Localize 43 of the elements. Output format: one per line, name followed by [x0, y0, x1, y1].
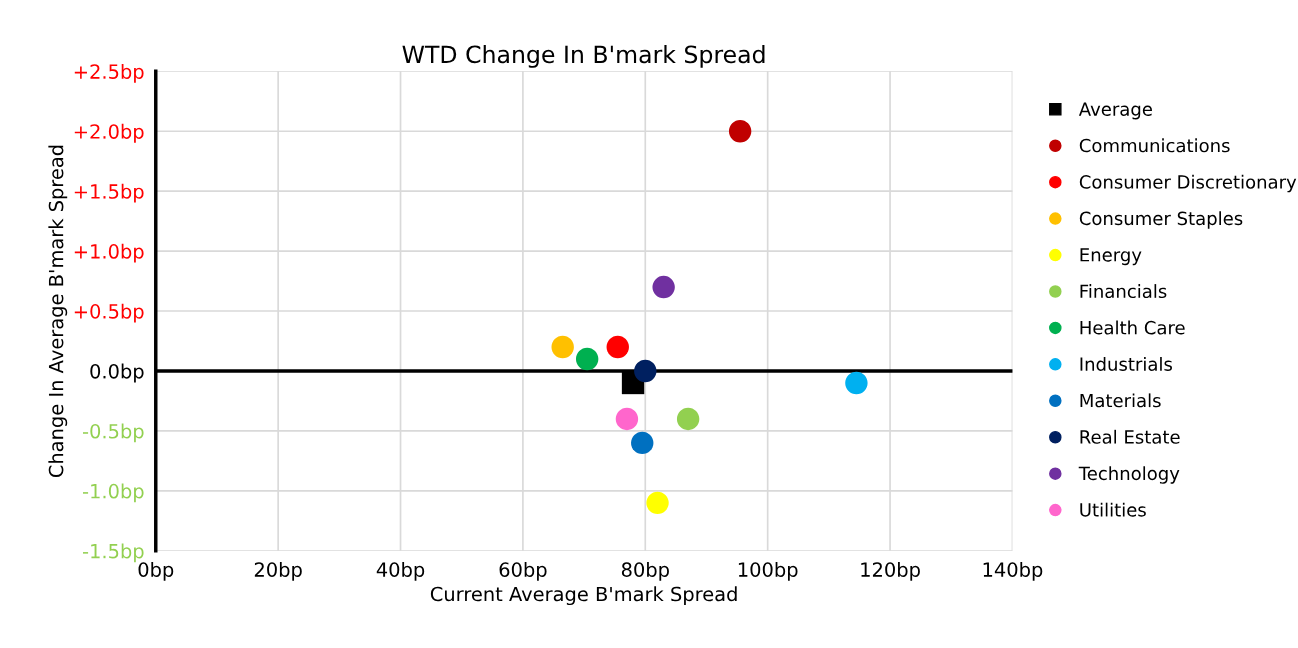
legend-label: Financials	[1080, 284, 1167, 299]
legend-label: Energy	[1080, 248, 1142, 266]
y-tick-label: -1.0bp	[82, 483, 144, 503]
point	[606, 335, 629, 359]
x-tick-label: 120bp	[861, 561, 920, 581]
y-tick-label: 0.0bp	[90, 363, 144, 383]
point	[676, 407, 700, 431]
x-tick-label: 20bp	[254, 561, 302, 581]
legend-label: Health Care	[1080, 320, 1185, 335]
x-tick-label: 140bp	[983, 561, 1043, 581]
point	[634, 359, 657, 383]
y-tick-label: +1.5bp	[74, 183, 144, 203]
point	[728, 120, 752, 143]
y-tick-label: +1.0bp	[74, 243, 144, 263]
legend-label: Communications	[1079, 138, 1230, 153]
x-tick-label: 100bp	[738, 561, 798, 581]
legend-label: Industrials	[1080, 356, 1172, 371]
legend-label: Consumer Staples	[1079, 211, 1243, 229]
point	[575, 347, 599, 371]
y-tick-label: -1.5bp	[82, 543, 144, 563]
legend-label: Real Estate	[1080, 429, 1180, 444]
legend-label: Materials	[1080, 393, 1161, 408]
point	[615, 407, 639, 431]
x-tick-label: 60bp	[499, 561, 547, 581]
point	[652, 275, 675, 299]
point	[646, 491, 669, 515]
legend-label: Utilities	[1080, 502, 1146, 517]
x-tick-label: 80bp	[621, 561, 669, 581]
y-axis-title: Change In Average B'mark Spread	[48, 145, 68, 478]
chart-title: WTD Change In B'mark Spread	[402, 45, 765, 68]
y-tick-label: +2.0bp	[74, 123, 144, 143]
point	[551, 335, 574, 359]
x-tick-label: 0bp	[138, 561, 174, 581]
point	[631, 431, 654, 455]
x-axis-title: Current Average B'mark Spread	[430, 586, 737, 606]
y-tick-label: +0.5bp	[74, 303, 144, 323]
x-tick-label: 40bp	[376, 561, 425, 581]
legend-label: Consumer Discretionary	[1079, 174, 1297, 193]
legend-label: Technology	[1078, 466, 1180, 484]
point	[845, 371, 868, 395]
y-tick-label: -0.5bp	[82, 423, 144, 443]
legend-label: Average	[1078, 102, 1152, 120]
y-tick-label: +2.5bp	[74, 63, 144, 83]
